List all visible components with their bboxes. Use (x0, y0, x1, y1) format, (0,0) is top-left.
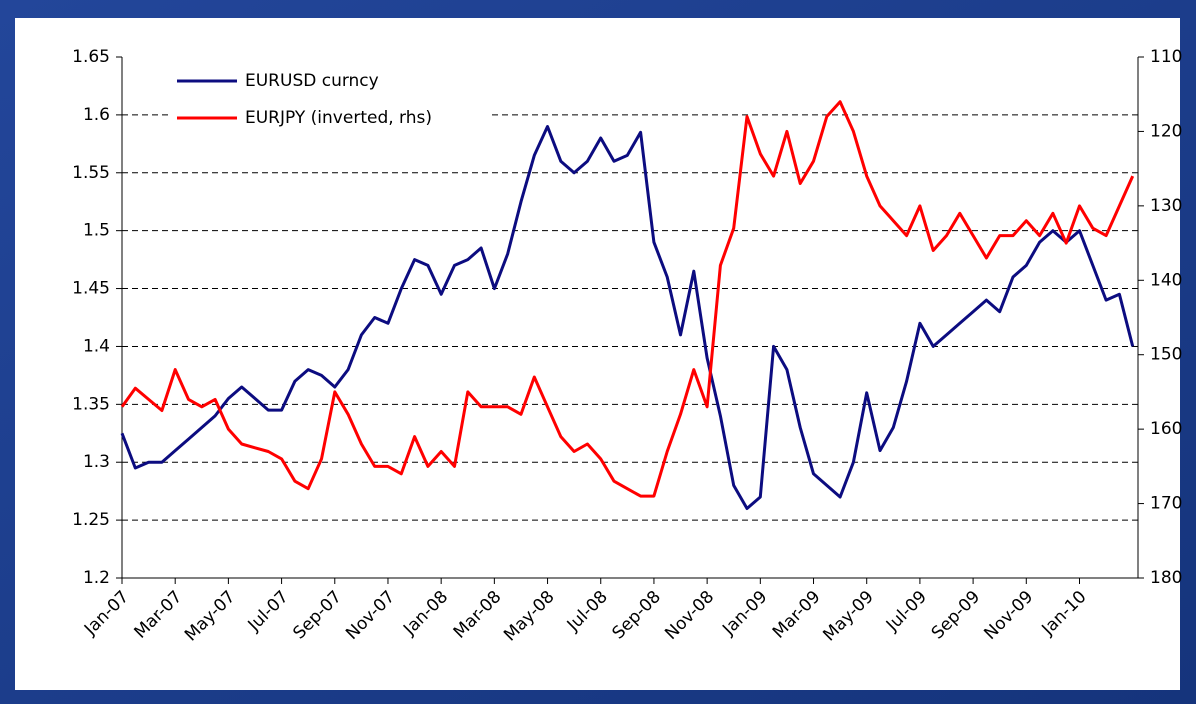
legend-label: EURJPY (inverted, rhs) (245, 108, 432, 128)
y-tick-label: 1.5 (83, 221, 110, 241)
y-tick-label: 1.6 (83, 105, 110, 125)
y2-tick-label: 170 (1150, 494, 1182, 514)
y-tick-label: 1.65 (72, 47, 110, 67)
y-tick-label: 1.55 (72, 163, 110, 183)
legend-label: EURUSD curncy (245, 71, 379, 91)
y-tick-label: 1.3 (83, 452, 110, 472)
series-line (120, 125, 1135, 510)
y-tick-label: 1.45 (72, 279, 110, 299)
series-line (120, 100, 1135, 498)
y-tick-label: 1.2 (83, 568, 110, 588)
y-tick-label: 1.4 (83, 336, 110, 356)
y2-tick-label: 140 (1150, 270, 1182, 290)
y2-tick-label: 180 (1150, 568, 1182, 588)
y2-tick-label: 160 (1150, 419, 1182, 439)
y2-tick-label: 130 (1150, 196, 1182, 216)
y2-tick-label: 150 (1150, 345, 1182, 365)
y2-tick-label: 120 (1150, 121, 1182, 141)
y-tick-label: 1.25 (72, 510, 110, 530)
y-tick-label: 1.35 (72, 394, 110, 414)
y2-tick-label: 110 (1150, 47, 1182, 67)
